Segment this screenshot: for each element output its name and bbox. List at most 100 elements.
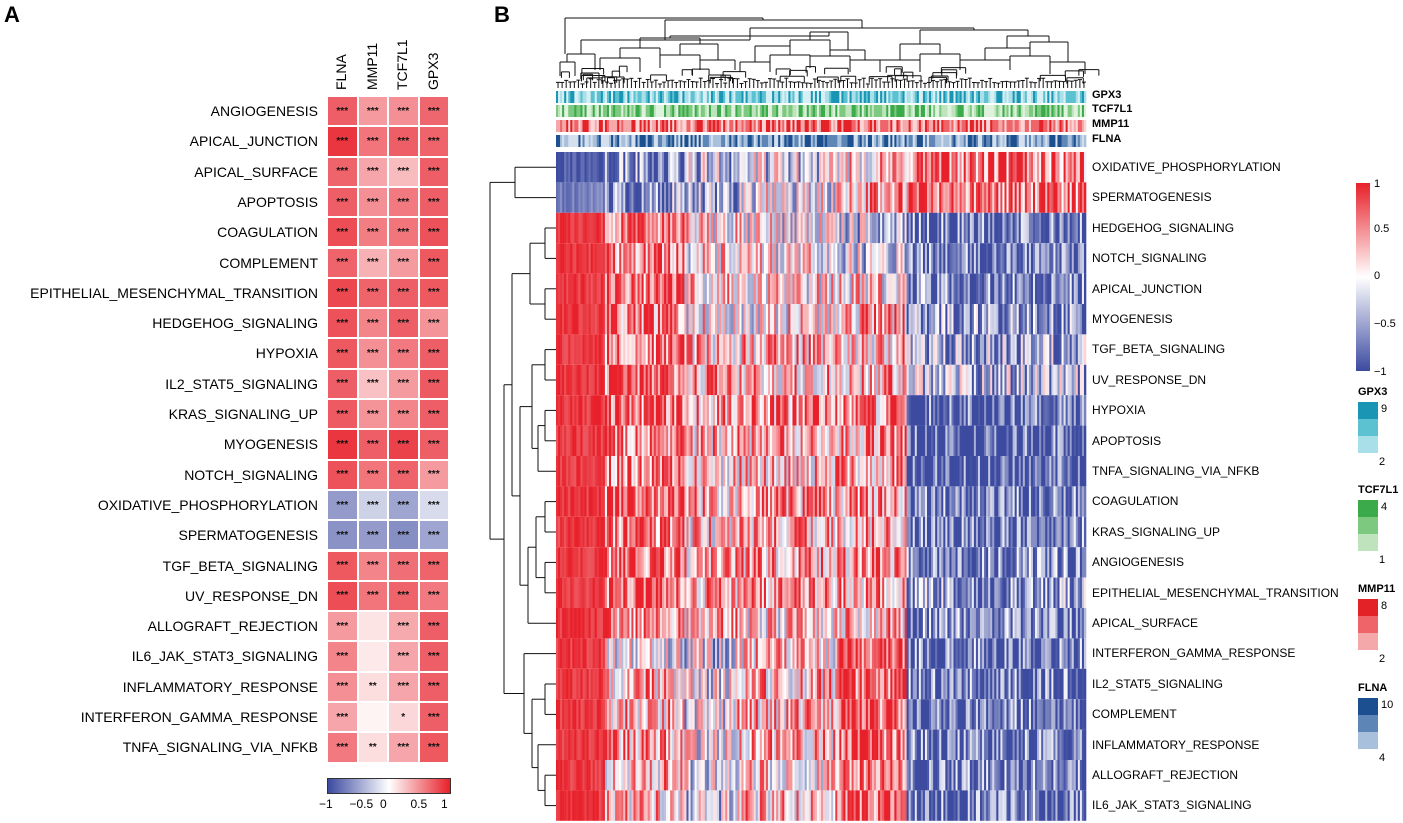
panel-b-heat-cell [841, 334, 844, 365]
panel-b-heat-cell [576, 212, 579, 244]
panel-b-heat-cell [1006, 273, 1009, 304]
panel-b-heat-cell [706, 456, 710, 487]
panel-b-heat-cell [745, 364, 748, 396]
panel-b-heat-cell [1067, 304, 1070, 335]
panel-b-heat-cell [802, 152, 805, 183]
panel-b-annotation-cell [659, 120, 663, 132]
panel-b-heat-cell [639, 304, 642, 335]
panel-b-heat-cell [737, 304, 740, 335]
panel-b-heat-cell [1035, 425, 1038, 456]
panel-b-annotation-cell [804, 135, 808, 147]
panel-b-annotation-cell [902, 105, 905, 117]
panel-b-heat-cell [684, 516, 687, 548]
panel-b-annotation-cell [708, 91, 712, 103]
panel-b-heat-cell [861, 456, 865, 487]
panel-b-heat-cell [723, 212, 726, 244]
panel-b-heat-cell [580, 334, 583, 365]
panel-b-heat-cell [772, 304, 775, 335]
panel-b-heat-cell [1043, 486, 1046, 517]
panel-b-heat-cell [747, 334, 750, 365]
panel-b-heat-cell [827, 395, 830, 426]
panel-b-heat-cell [757, 486, 761, 517]
panel-b-heat-cell [861, 182, 865, 213]
panel-b-heat-cell [814, 243, 818, 274]
panel-b-heat-cell [609, 516, 612, 548]
panel-b-heat-cell [772, 334, 775, 365]
panel-b-annotation-cell [790, 135, 793, 147]
panel-b-annotation-cell [812, 105, 816, 117]
panel-b-heat-cell [1000, 304, 1003, 335]
panel-b-heat-cell [827, 334, 830, 365]
panel-b-heat-cell [635, 486, 638, 517]
panel-b-annotation-cell [1039, 105, 1042, 117]
panel-b-heat-cell [574, 304, 577, 335]
panel-b-heat-cell [922, 425, 926, 456]
panel-b-heat-cell [706, 243, 710, 274]
panel-b-heat-cell [1051, 182, 1054, 213]
panel-b-annotation-cell [1028, 91, 1032, 103]
panel-b-heat-cell [831, 425, 834, 456]
panel-b-annotation-cell [778, 91, 781, 103]
panel-b-heat-cell [947, 486, 950, 517]
panel-b-heat-cell [878, 516, 881, 548]
panel-b-heat-cell [869, 395, 873, 426]
panel-b-annotation-cell [798, 91, 801, 103]
panel-b-annotation-cell [800, 105, 803, 117]
panel-b-heat-cell [590, 486, 593, 517]
panel-b-annotation-cell [971, 135, 975, 147]
panel-b-annotation-cell [698, 120, 702, 132]
panel-b-heat-cell [1067, 182, 1070, 213]
panel-b-heat-cell [753, 304, 757, 335]
panel-b-heat-cell [659, 304, 663, 335]
panel-b-heat-cell [694, 425, 697, 456]
panel-a-cell [357, 702, 388, 733]
panel-b-heat-cell [592, 486, 596, 517]
panel-b-heat-cell [763, 152, 767, 183]
panel-b-heat-cell [1039, 243, 1042, 274]
panel-b-annotation-cell [902, 120, 905, 132]
panel-b-heat-cell [851, 243, 854, 274]
panel-b-heat-cell [664, 456, 667, 487]
panel-b-annotation-cell [1000, 105, 1003, 117]
panel-b-heat-cell [892, 486, 895, 517]
panel-b-annotation-cell [843, 91, 846, 103]
panel-b-annotation-cell [945, 91, 948, 103]
panel-b-heat-cell [664, 364, 667, 396]
panel-b-heat-cell [1033, 425, 1036, 456]
panel-b-heat-cell [994, 395, 997, 426]
panel-b-annotation-cell [890, 91, 893, 103]
panel-b-annotation-cell [733, 105, 736, 117]
panel-b-annotation-cell [865, 120, 869, 132]
panel-b-annotation-cell [977, 105, 981, 117]
panel-b-heat-cell [657, 152, 661, 183]
panel-b-heat-cell [729, 212, 732, 244]
panel-b-heat-cell [633, 152, 636, 183]
panel-b-annotation-cell [1057, 105, 1060, 117]
panel-b-heat-cell [633, 243, 636, 274]
panel-b-annotation-cell [1049, 91, 1052, 103]
panel-b-heat-cell [800, 334, 803, 365]
panel-b-heat-cell [980, 364, 983, 396]
panel-b-heat-cell [980, 182, 983, 213]
panel-b-heat-cell [929, 152, 932, 183]
panel-b-heat-cell [637, 334, 640, 365]
panel-b-heat-cell [672, 152, 675, 183]
panel-b-heat-cell [731, 395, 734, 426]
panel-b-heat-cell [1083, 304, 1087, 335]
panel-b-annotation-cell [768, 120, 771, 132]
panel-b-heat-cell [1004, 243, 1007, 274]
panel-b-heat-cell [821, 152, 824, 183]
panel-b-heat-cell [745, 182, 748, 213]
panel-b-annotation-cell [859, 120, 863, 132]
panel-b-heat-cell [1030, 304, 1034, 335]
panel-b-heat-cell [988, 243, 991, 274]
panel-b-heat-cell [945, 212, 948, 244]
panel-b-heat-cell [631, 182, 634, 213]
panel-b-heat-cell [1033, 304, 1036, 335]
panel-b-heat-cell [933, 212, 936, 244]
panel-b-heat-cell [643, 364, 646, 396]
panel-b-heat-cell [1069, 364, 1073, 396]
panel-b-heat-cell [955, 456, 958, 487]
panel-b-annotation-cell [729, 135, 732, 147]
panel-b-annotation-cell [621, 135, 624, 147]
